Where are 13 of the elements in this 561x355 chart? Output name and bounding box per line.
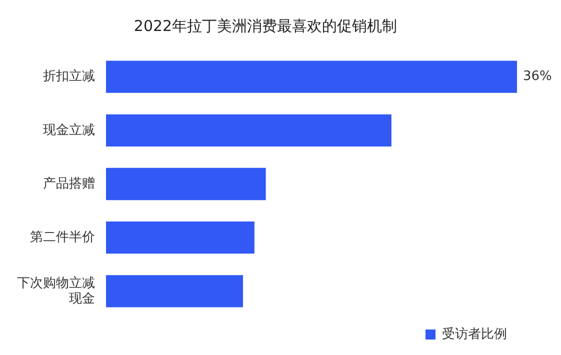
y-tick-label: 现金立减 — [43, 122, 95, 138]
bar — [106, 275, 243, 308]
bar — [106, 222, 254, 254]
bar — [106, 168, 266, 200]
y-tick-label: 第二件半价 — [30, 230, 95, 245]
chart-title: 2022年拉丁美洲消费最喜欢的促销机制 — [134, 16, 398, 35]
legend-label: 受访者比例 — [442, 326, 507, 342]
y-tick-label: 产品搭赠 — [43, 176, 95, 192]
y-tick-label: 折扣立减 — [43, 68, 95, 84]
bar — [106, 114, 392, 146]
data-label: 36% — [523, 69, 552, 84]
bar — [106, 60, 517, 93]
y-tick-label: 下次购物立减现金 — [17, 274, 95, 306]
